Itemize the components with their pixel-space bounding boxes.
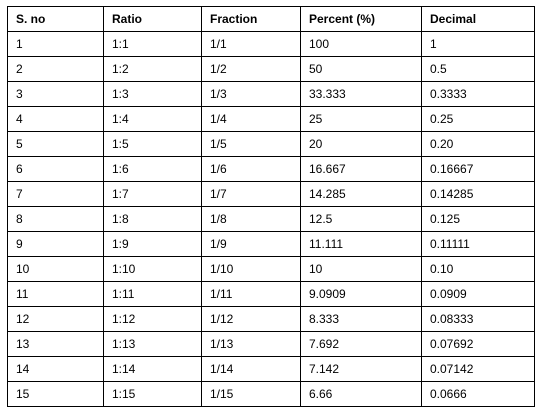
table-row: 8 1:8 1/8 12.5 0.125 <box>7 206 535 232</box>
cell-ratio: 1:4 <box>103 106 202 132</box>
table-row: 9 1:9 1/9 11.111 0.11111 <box>7 231 535 257</box>
header-ratio: Ratio <box>103 6 202 32</box>
cell-fraction: 1/15 <box>201 381 301 407</box>
cell-serial-number: 14 <box>7 356 104 382</box>
table-row: 7 1:7 1/7 14.285 0.14285 <box>7 181 535 207</box>
cell-serial-number: 1 <box>7 31 104 57</box>
cell-ratio: 1:5 <box>103 131 202 157</box>
cell-serial-number: 5 <box>7 131 104 157</box>
cell-decimal: 1 <box>421 31 535 57</box>
cell-ratio: 1:9 <box>103 231 202 257</box>
cell-percent: 12.5 <box>300 206 422 232</box>
cell-serial-number: 13 <box>7 331 104 357</box>
cell-serial-number: 11 <box>7 281 104 307</box>
cell-decimal: 0.3333 <box>421 81 535 107</box>
cell-fraction: 1/3 <box>201 81 301 107</box>
cell-ratio: 1:10 <box>103 256 202 282</box>
cell-percent: 7.692 <box>300 331 422 357</box>
cell-decimal: 0.10 <box>421 256 535 282</box>
table-row: 3 1:3 1/3 33.333 0.3333 <box>7 81 535 107</box>
cell-percent: 33.333 <box>300 81 422 107</box>
cell-ratio: 1:15 <box>103 381 202 407</box>
table-row: 15 1:15 1/15 6.66 0.0666 <box>7 381 535 407</box>
cell-percent: 20 <box>300 131 422 157</box>
header-serial-number: S. no <box>7 6 104 32</box>
cell-serial-number: 9 <box>7 231 104 257</box>
table-row: 11 1:11 1/11 9.0909 0.0909 <box>7 281 535 307</box>
cell-serial-number: 8 <box>7 206 104 232</box>
cell-decimal: 0.08333 <box>421 306 535 332</box>
cell-fraction: 1/11 <box>201 281 301 307</box>
table-row: 6 1:6 1/6 16.667 0.16667 <box>7 156 535 182</box>
cell-serial-number: 7 <box>7 181 104 207</box>
cell-percent: 8.333 <box>300 306 422 332</box>
cell-decimal: 0.25 <box>421 106 535 132</box>
cell-percent: 14.285 <box>300 181 422 207</box>
table-body: 1 1:1 1/1 100 1 2 1:2 1/2 50 0.5 3 1:3 1/3 33.333 0.33… <box>7 31 535 407</box>
cell-ratio: 1:7 <box>103 181 202 207</box>
cell-serial-number: 3 <box>7 81 104 107</box>
cell-fraction: 1/13 <box>201 331 301 357</box>
cell-percent: 25 <box>300 106 422 132</box>
cell-decimal: 0.0909 <box>421 281 535 307</box>
cell-percent: 7.142 <box>300 356 422 382</box>
cell-fraction: 1/1 <box>201 31 301 57</box>
cell-serial-number: 6 <box>7 156 104 182</box>
cell-serial-number: 10 <box>7 256 104 282</box>
cell-percent: 50 <box>300 56 422 82</box>
table-row: 2 1:2 1/2 50 0.5 <box>7 56 535 82</box>
cell-percent: 10 <box>300 256 422 282</box>
cell-serial-number: 2 <box>7 56 104 82</box>
cell-decimal: 0.07692 <box>421 331 535 357</box>
cell-percent: 6.66 <box>300 381 422 407</box>
cell-ratio: 1:11 <box>103 281 202 307</box>
header-percent: Percent (%) <box>300 6 422 32</box>
cell-decimal: 0.16667 <box>421 156 535 182</box>
cell-percent: 9.0909 <box>300 281 422 307</box>
cell-ratio: 1:2 <box>103 56 202 82</box>
cell-ratio: 1:1 <box>103 31 202 57</box>
table-row: 4 1:4 1/4 25 0.25 <box>7 106 535 132</box>
cell-decimal: 0.0666 <box>421 381 535 407</box>
table-row: 5 1:5 1/5 20 0.20 <box>7 131 535 157</box>
cell-serial-number: 15 <box>7 381 104 407</box>
cell-ratio: 1:8 <box>103 206 202 232</box>
cell-fraction: 1/14 <box>201 356 301 382</box>
cell-fraction: 1/8 <box>201 206 301 232</box>
ratio-fraction-percent-decimal-table: S. no Ratio Fraction Percent (%) Decimal… <box>7 6 535 407</box>
cell-ratio: 1:6 <box>103 156 202 182</box>
cell-fraction: 1/6 <box>201 156 301 182</box>
cell-decimal: 0.14285 <box>421 181 535 207</box>
table-row: 12 1:12 1/12 8.333 0.08333 <box>7 306 535 332</box>
cell-serial-number: 4 <box>7 106 104 132</box>
cell-fraction: 1/7 <box>201 181 301 207</box>
cell-fraction: 1/10 <box>201 256 301 282</box>
cell-decimal: 0.5 <box>421 56 535 82</box>
cell-percent: 11.111 <box>300 231 422 257</box>
cell-percent: 100 <box>300 31 422 57</box>
cell-fraction: 1/2 <box>201 56 301 82</box>
cell-ratio: 1:13 <box>103 331 202 357</box>
table-header-row: S. no Ratio Fraction Percent (%) Decimal <box>7 6 535 32</box>
cell-fraction: 1/5 <box>201 131 301 157</box>
cell-decimal: 0.07142 <box>421 356 535 382</box>
cell-ratio: 1:12 <box>103 306 202 332</box>
cell-serial-number: 12 <box>7 306 104 332</box>
header-decimal: Decimal <box>421 6 535 32</box>
ratio-table-container: S. no Ratio Fraction Percent (%) Decimal… <box>7 6 535 407</box>
header-fraction: Fraction <box>201 6 301 32</box>
cell-ratio: 1:14 <box>103 356 202 382</box>
cell-fraction: 1/4 <box>201 106 301 132</box>
cell-fraction: 1/12 <box>201 306 301 332</box>
table-row: 1 1:1 1/1 100 1 <box>7 31 535 57</box>
cell-decimal: 0.125 <box>421 206 535 232</box>
table-row: 13 1:13 1/13 7.692 0.07692 <box>7 331 535 357</box>
cell-percent: 16.667 <box>300 156 422 182</box>
cell-decimal: 0.20 <box>421 131 535 157</box>
cell-ratio: 1:3 <box>103 81 202 107</box>
table-row: 10 1:10 1/10 10 0.10 <box>7 256 535 282</box>
table-row: 14 1:14 1/14 7.142 0.07142 <box>7 356 535 382</box>
cell-fraction: 1/9 <box>201 231 301 257</box>
cell-decimal: 0.11111 <box>421 231 535 257</box>
